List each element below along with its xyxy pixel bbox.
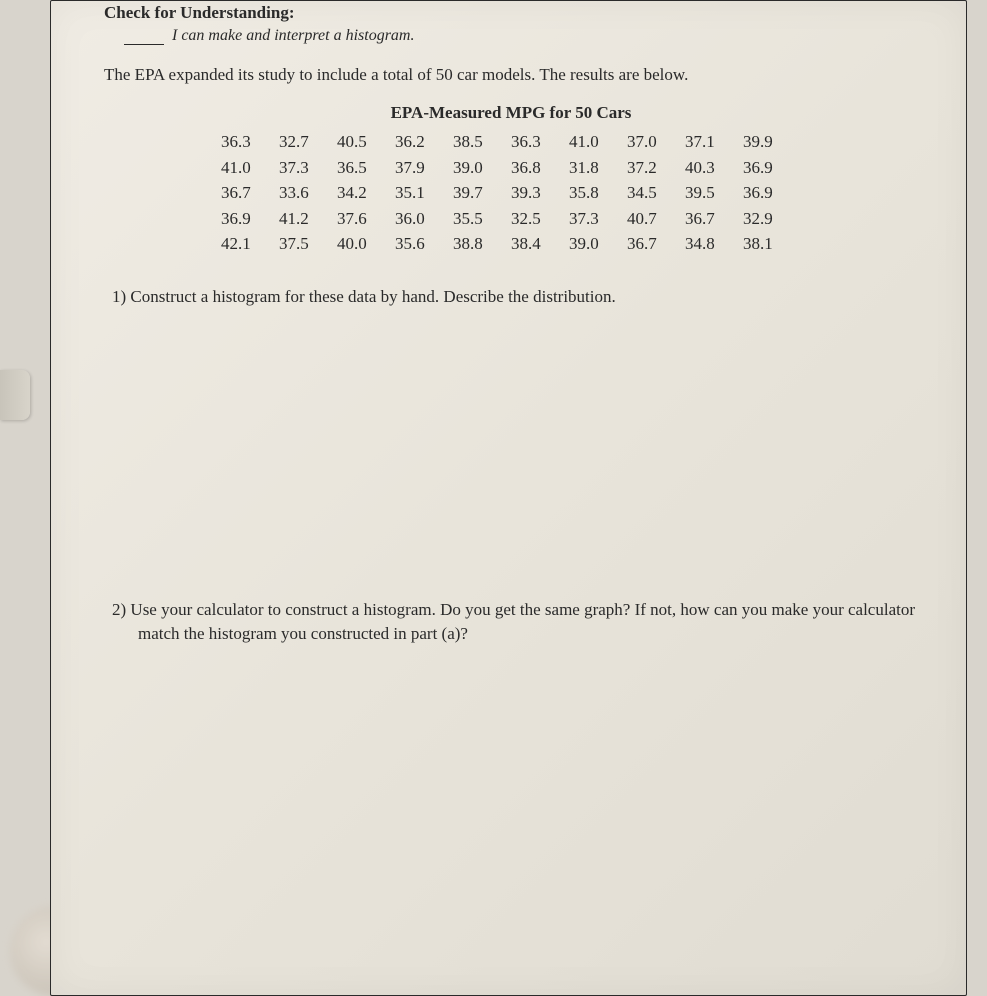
objective-text: I can make and interpret a histogram. [172, 27, 414, 44]
data-cell: 36.9 [221, 206, 279, 232]
q1-workspace [104, 308, 918, 598]
data-cell: 41.0 [569, 129, 627, 155]
objective-line: I can make and interpret a histogram. [124, 27, 918, 45]
table-row: 41.0 37.3 36.5 37.9 39.0 36.8 31.8 37.2 … [221, 155, 801, 181]
binder-tab [0, 370, 30, 420]
data-cell: 41.0 [221, 155, 279, 181]
blank-line [124, 44, 164, 45]
data-cell: 34.8 [685, 231, 743, 257]
data-cell: 33.6 [279, 180, 337, 206]
data-cell: 34.5 [627, 180, 685, 206]
data-cell: 39.0 [453, 155, 511, 181]
data-cell: 35.6 [395, 231, 453, 257]
data-cell: 41.2 [279, 206, 337, 232]
data-cell: 36.9 [743, 180, 801, 206]
data-cell: 36.7 [685, 206, 743, 232]
data-cell: 38.1 [743, 231, 801, 257]
data-cell: 40.5 [337, 129, 395, 155]
q2-workspace [104, 646, 918, 946]
question-1: 1) Construct a histogram for these data … [112, 285, 918, 309]
data-cell: 35.8 [569, 180, 627, 206]
data-cell: 37.2 [627, 155, 685, 181]
data-cell: 40.3 [685, 155, 743, 181]
data-cell: 35.1 [395, 180, 453, 206]
data-cell: 39.0 [569, 231, 627, 257]
table-title: EPA-Measured MPG for 50 Cars [104, 103, 918, 123]
data-cell: 37.3 [279, 155, 337, 181]
worksheet-page: Check for Understanding: I can make and … [50, 0, 967, 996]
data-cell: 42.1 [221, 231, 279, 257]
data-table: 36.3 32.7 40.5 36.2 38.5 36.3 41.0 37.0 … [221, 129, 801, 257]
data-cell: 36.9 [743, 155, 801, 181]
data-cell: 36.7 [627, 231, 685, 257]
data-cell: 37.6 [337, 206, 395, 232]
data-cell: 31.8 [569, 155, 627, 181]
data-cell: 35.5 [453, 206, 511, 232]
table-row: 36.3 32.7 40.5 36.2 38.5 36.3 41.0 37.0 … [221, 129, 801, 155]
data-cell: 32.5 [511, 206, 569, 232]
check-title: Check for Understanding: [104, 3, 918, 23]
table-row: 36.9 41.2 37.6 36.0 35.5 32.5 37.3 40.7 … [221, 206, 801, 232]
header-section: Check for Understanding: I can make and … [104, 1, 918, 45]
data-cell: 32.7 [279, 129, 337, 155]
data-cell: 36.0 [395, 206, 453, 232]
data-cell: 39.9 [743, 129, 801, 155]
data-cell: 36.5 [337, 155, 395, 181]
data-cell: 38.4 [511, 231, 569, 257]
data-cell: 36.3 [511, 129, 569, 155]
data-cell: 39.5 [685, 180, 743, 206]
data-cell: 36.3 [221, 129, 279, 155]
data-cell: 37.1 [685, 129, 743, 155]
table-row: 36.7 33.6 34.2 35.1 39.7 39.3 35.8 34.5 … [221, 180, 801, 206]
intro-text: The EPA expanded its study to include a … [104, 65, 918, 85]
data-cell: 38.8 [453, 231, 511, 257]
table-row: 42.1 37.5 40.0 35.6 38.8 38.4 39.0 36.7 … [221, 231, 801, 257]
data-cell: 36.7 [221, 180, 279, 206]
question-2: 2) Use your calculator to construct a hi… [112, 598, 918, 646]
data-cell: 36.2 [395, 129, 453, 155]
data-cell: 36.8 [511, 155, 569, 181]
data-cell: 40.0 [337, 231, 395, 257]
data-cell: 34.2 [337, 180, 395, 206]
data-cell: 37.5 [279, 231, 337, 257]
data-cell: 37.0 [627, 129, 685, 155]
data-cell: 32.9 [743, 206, 801, 232]
data-cell: 37.9 [395, 155, 453, 181]
data-cell: 38.5 [453, 129, 511, 155]
data-cell: 37.3 [569, 206, 627, 232]
content-frame: Check for Understanding: I can make and … [86, 1, 936, 995]
data-cell: 40.7 [627, 206, 685, 232]
data-cell: 39.3 [511, 180, 569, 206]
data-cell: 39.7 [453, 180, 511, 206]
